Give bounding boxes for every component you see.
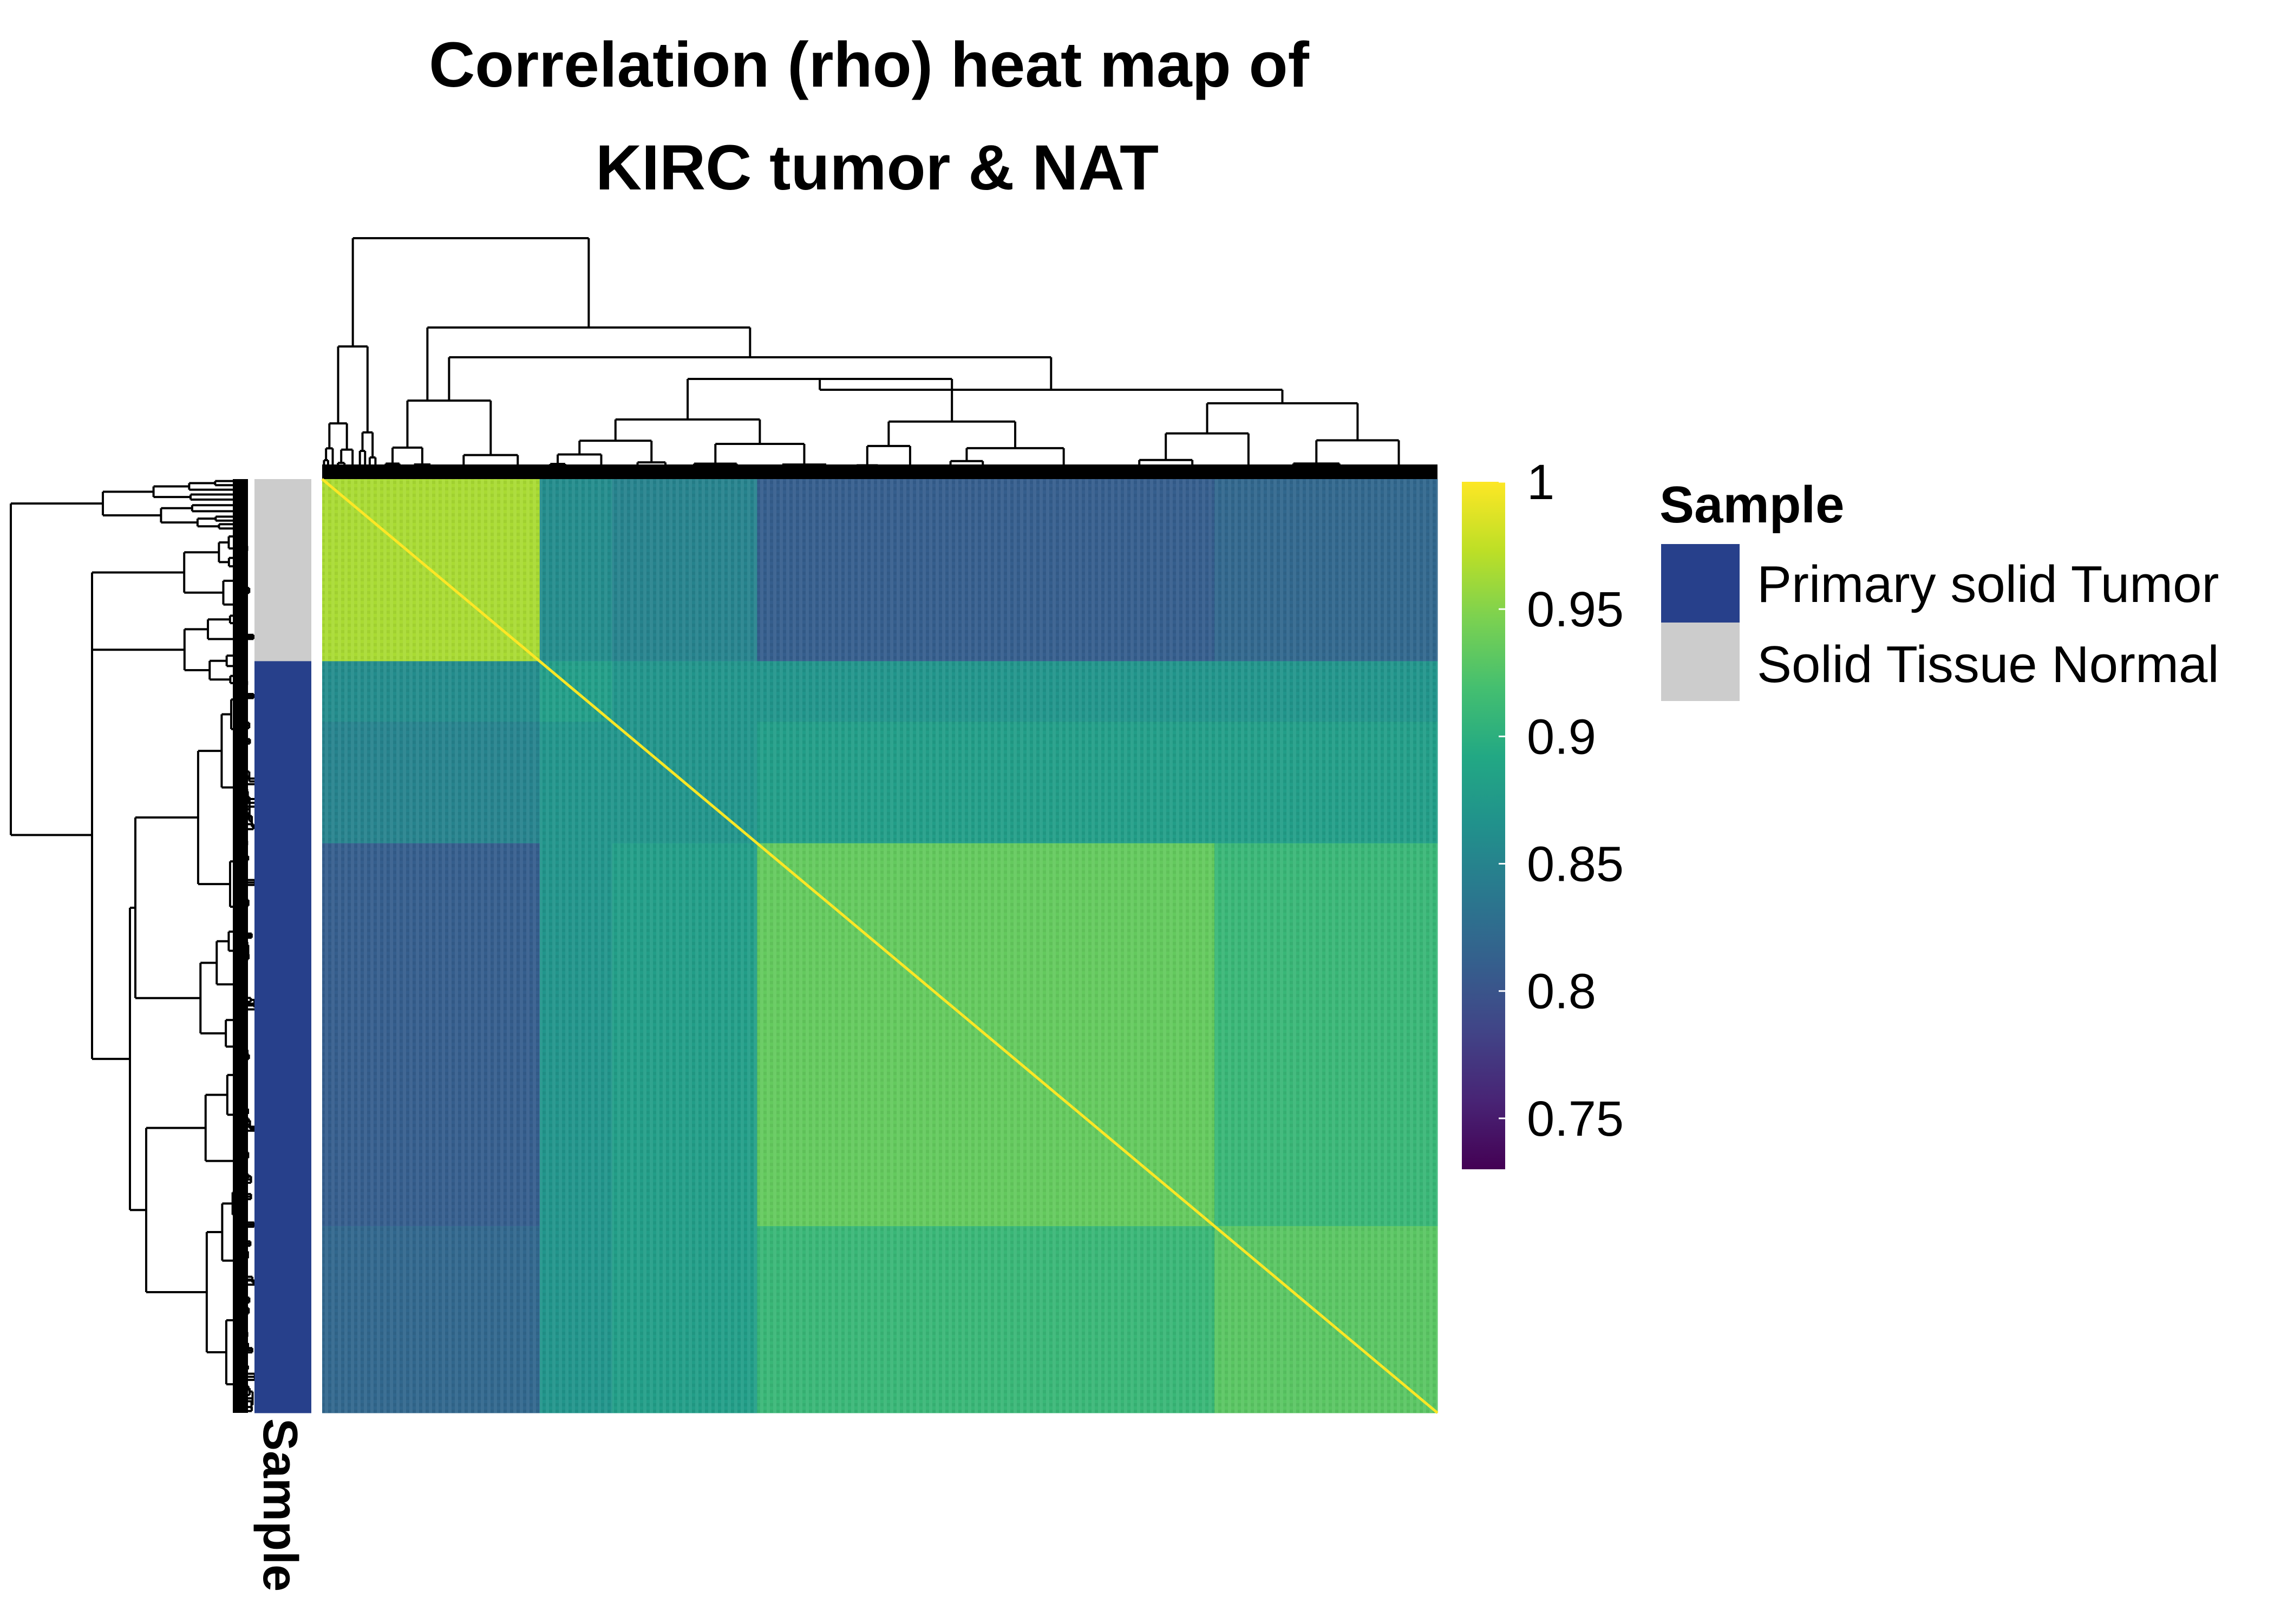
chart-title-line-2: KIRC tumor & NAT xyxy=(596,132,1159,204)
annotation-cell-normal-cluster xyxy=(254,479,311,662)
sample-annotation-bar xyxy=(254,479,311,1413)
legend-swatch-tumor xyxy=(1661,544,1740,623)
annotation-cell-tumor-main-group xyxy=(254,843,311,1227)
legend-swatch-normal xyxy=(1661,623,1740,701)
colorbar-tick-label: 0.9 xyxy=(1527,709,1596,764)
sample-legend: Sample Primary solid Tumor Solid Tissue … xyxy=(1659,476,2219,701)
colorbar-tick-label: 0.85 xyxy=(1527,837,1624,892)
annotation-axis-label: Sample xyxy=(253,1418,307,1592)
colorbar-tick-label: 1 xyxy=(1527,455,1554,510)
colorbar-tick-label: 0.95 xyxy=(1527,582,1624,637)
colorbar-tick-label: 0.75 xyxy=(1527,1091,1624,1147)
heatmap-matrix xyxy=(321,478,1439,1414)
annotation-cell-tumor-outlier-group xyxy=(254,661,311,722)
row-dendrogram xyxy=(10,479,260,1413)
chart-title-line-1: Correlation (rho) heat map of xyxy=(429,29,1310,101)
colorbar-tick-label: 0.8 xyxy=(1527,964,1596,1019)
legend-label-tumor: Primary solid Tumor xyxy=(1757,555,2219,613)
legend-title: Sample xyxy=(1659,476,1844,534)
annotation-cell-tumor-low-group xyxy=(254,722,311,844)
heatmap-diagonal xyxy=(321,478,1439,1414)
annotation-cell-tumor-second-group xyxy=(254,1226,311,1413)
colorbar-gradient xyxy=(1462,482,1505,1169)
column-dendrogram xyxy=(322,237,1437,494)
legend-label-normal: Solid Tissue Normal xyxy=(1757,636,2219,693)
row-dendrogram-leaves xyxy=(233,479,248,1413)
column-dendrogram-leaves xyxy=(322,464,1437,480)
colorbar: 1 0.95 0.9 0.85 0.8 0.75 xyxy=(1462,455,1624,1169)
